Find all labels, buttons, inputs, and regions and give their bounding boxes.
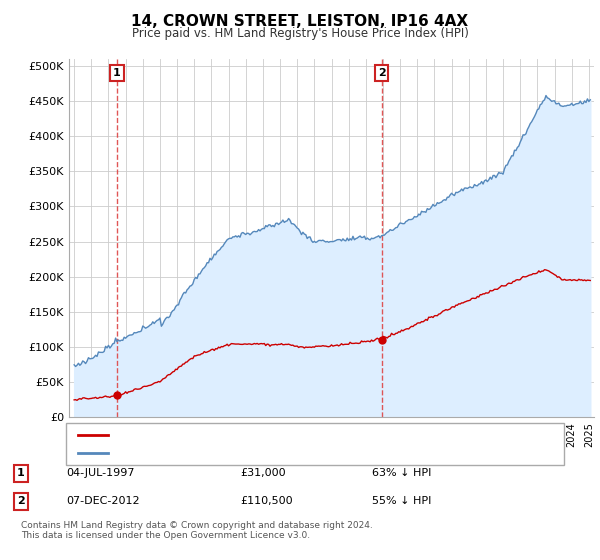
Text: 14, CROWN STREET, LEISTON, IP16 4AX: 14, CROWN STREET, LEISTON, IP16 4AX bbox=[131, 14, 469, 29]
Text: 2: 2 bbox=[17, 496, 25, 506]
Text: £31,000: £31,000 bbox=[240, 468, 286, 478]
Text: 1: 1 bbox=[113, 68, 121, 78]
Text: £110,500: £110,500 bbox=[240, 496, 293, 506]
Text: 2: 2 bbox=[378, 68, 385, 78]
Text: Price paid vs. HM Land Registry's House Price Index (HPI): Price paid vs. HM Land Registry's House … bbox=[131, 27, 469, 40]
Text: 55% ↓ HPI: 55% ↓ HPI bbox=[372, 496, 431, 506]
Text: 1: 1 bbox=[17, 468, 25, 478]
Text: 07-DEC-2012: 07-DEC-2012 bbox=[66, 496, 140, 506]
Text: 04-JUL-1997: 04-JUL-1997 bbox=[66, 468, 134, 478]
Text: Contains HM Land Registry data © Crown copyright and database right 2024.
This d: Contains HM Land Registry data © Crown c… bbox=[21, 521, 373, 540]
Text: 63% ↓ HPI: 63% ↓ HPI bbox=[372, 468, 431, 478]
Text: 14, CROWN STREET, LEISTON, IP16 4AX (detached house): 14, CROWN STREET, LEISTON, IP16 4AX (det… bbox=[114, 430, 416, 440]
Text: HPI: Average price, detached house, East Suffolk: HPI: Average price, detached house, East… bbox=[114, 448, 369, 458]
